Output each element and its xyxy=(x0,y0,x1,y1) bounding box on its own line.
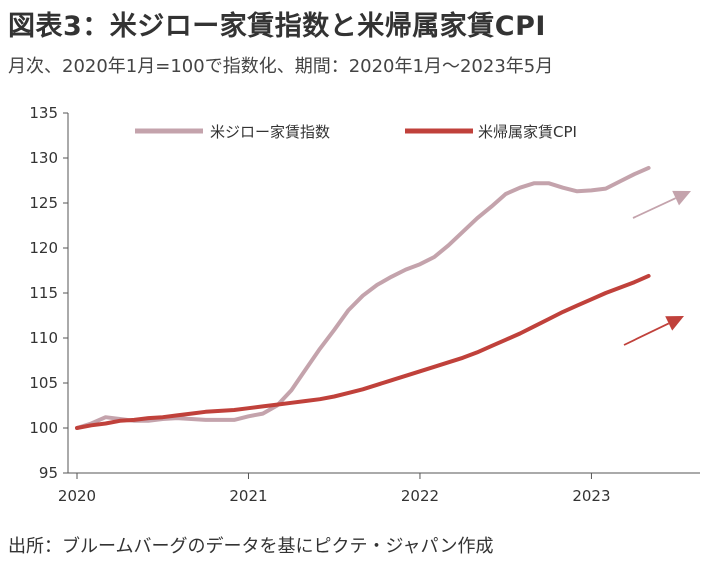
legend-label-1: 米ジロー家賃指数 xyxy=(210,123,330,141)
chart-axes: 95 100 105 110 115 120 125 130 135 2020 2021 2022 20… xyxy=(29,104,700,505)
y-tick-label: 100 xyxy=(29,419,58,437)
arrow-jiro-head xyxy=(672,190,691,206)
y-tick-label: 135 xyxy=(29,104,58,122)
y-tick-label: 125 xyxy=(29,194,58,212)
series-line-1 xyxy=(75,165,651,430)
arrow-jiro-shaft xyxy=(632,197,676,219)
source-note: 出所：ブルームバーグのデータを基にピクテ・ジャパン作成 xyxy=(8,536,494,557)
y-tick-label: 115 xyxy=(29,284,58,302)
x-tick-label: 2022 xyxy=(401,487,439,505)
trend-arrows xyxy=(623,190,691,346)
arrow-cpi-head xyxy=(665,316,684,331)
y-tick-label: 120 xyxy=(29,239,58,257)
y-tick-label: 105 xyxy=(29,374,58,392)
x-tick-label: 2023 xyxy=(572,487,610,505)
chart-legend: 米ジロー家賃指数 米帰属家賃CPI xyxy=(135,123,577,141)
x-tick-label: 2020 xyxy=(58,487,96,505)
chart-subtitle: 月次、2020年1月=100で指数化、期間：2020年1月～2023年5月 xyxy=(8,56,554,77)
arrow-cpi-shaft xyxy=(623,322,670,346)
series-layer xyxy=(75,165,651,430)
legend-label-2: 米帰属家賃CPI xyxy=(478,123,577,141)
y-tick-label: 95 xyxy=(39,464,58,482)
chart-title: 図表3：米ジロー家賃指数と米帰属家賃CPI xyxy=(8,11,546,42)
y-tick-label: 110 xyxy=(29,329,58,347)
series-line-2 xyxy=(75,273,651,430)
x-tick-label: 2021 xyxy=(229,487,267,505)
y-tick-label: 130 xyxy=(29,149,58,167)
